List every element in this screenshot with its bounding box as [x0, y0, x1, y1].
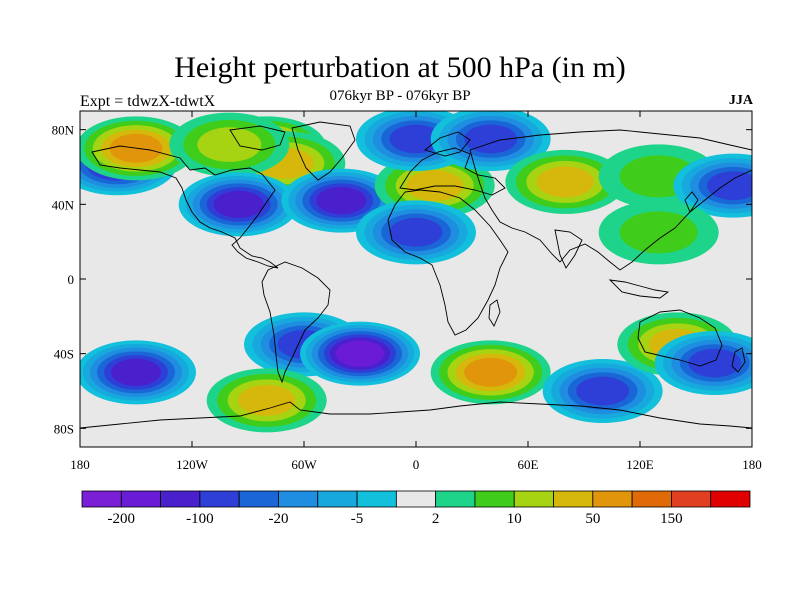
coast-north-america: [91, 145, 279, 269]
colorbar-box: [395, 490, 437, 508]
colorbar-box: [553, 490, 594, 508]
anomaly-contour: [706, 171, 752, 201]
colorbar-label: -20: [268, 511, 288, 527]
lon-tick-label: 120W: [176, 457, 209, 472]
height-perturbation-map: 80N 40N 0 40S 80S 180 120W 60W 0 60E 120E 180: [52, 110, 762, 472]
longitude-axis: 180 120W 60W 0 60E 120E 180: [70, 111, 762, 472]
anomaly-contour: [213, 190, 264, 218]
colorbar-box: [238, 490, 279, 508]
experiment-label: Expt = tdwzX-tdwtX: [80, 93, 216, 110]
colorbar-box: [435, 490, 476, 508]
season-label: JJA: [728, 93, 753, 108]
map-subtitle: 076kyr BP - 076kyr BP: [329, 88, 471, 104]
colorbar-box: [631, 490, 672, 508]
colorbar-box: [474, 490, 515, 508]
coast-india: [554, 229, 583, 269]
colorbar-box: [513, 490, 554, 508]
lon-tick-label: 180: [70, 457, 90, 472]
anomaly-contour: [464, 357, 518, 387]
lon-tick-label: 0: [413, 457, 420, 472]
coast-arctic-islands: [229, 125, 286, 151]
anomaly-contour: [536, 166, 594, 198]
colorbar-box: [356, 490, 397, 508]
anomaly-contour: [389, 217, 443, 247]
lat-tick-label: 40S: [54, 347, 74, 362]
colorbar-box: [592, 490, 633, 508]
latitude-axis: 80N 40N 0 40S 80S: [52, 123, 752, 436]
map-title: Height perturbation at 500 hPa (in m): [174, 51, 626, 84]
lat-tick-label: 40N: [52, 197, 75, 212]
colorbar-label: 2: [432, 511, 440, 527]
lat-tick-label: 0: [68, 272, 75, 287]
coast-antarctica: [80, 401, 752, 429]
colorbar-box: [120, 490, 161, 508]
anomaly-contour: [197, 127, 262, 162]
coast-japan: [684, 191, 699, 213]
anomaly-contour: [576, 376, 630, 406]
colorbar-label: -5: [351, 511, 364, 527]
coast-africa-europe: [387, 189, 509, 336]
coast-asia: [469, 129, 752, 271]
lon-tick-label: 60W: [291, 457, 317, 472]
coast-new-zealand: [731, 347, 746, 373]
colorbar-box: [671, 490, 712, 508]
anomaly-contour: [316, 186, 367, 215]
coast-australia: [637, 309, 723, 367]
colorbar-label: 10: [507, 511, 522, 527]
colorbar-label: -100: [186, 511, 214, 527]
colorbar-box: [317, 490, 358, 508]
colorbar-label: -200: [108, 511, 136, 527]
colorbar-box: [81, 490, 122, 508]
colorbar-box: [710, 490, 751, 508]
anomaly-contour: [111, 358, 161, 387]
lat-tick-label: 80S: [54, 421, 74, 436]
coast-greenland: [291, 121, 356, 181]
colorbar-boxes: [81, 490, 751, 508]
coast-south-america: [261, 261, 331, 384]
lon-tick-label: 60E: [518, 457, 539, 472]
colorbar-labels: -200 -100 -20 -5 2 10 50 150: [108, 511, 683, 527]
anomaly-contour: [619, 211, 698, 254]
coast-madagascar: [488, 299, 501, 327]
coastlines: [80, 121, 752, 429]
coast-europe: [399, 147, 506, 196]
anomaly-contour: [336, 340, 384, 367]
colorbar-box: [278, 490, 319, 508]
lon-tick-label: 180: [742, 457, 762, 472]
lat-tick-label: 80N: [52, 123, 75, 138]
colorbar-box: [160, 490, 201, 508]
lon-tick-label: 120E: [626, 457, 654, 472]
colorbar-label: 50: [585, 511, 600, 527]
colorbar-box: [199, 490, 240, 508]
colorbar-label: 150: [660, 511, 683, 527]
anomaly-contour: [464, 124, 518, 154]
anomaly-contour: [238, 384, 296, 416]
coast-indonesia: [608, 279, 670, 299]
coast-scandinavia: [424, 131, 471, 157]
anomaly-contour: [688, 348, 742, 378]
